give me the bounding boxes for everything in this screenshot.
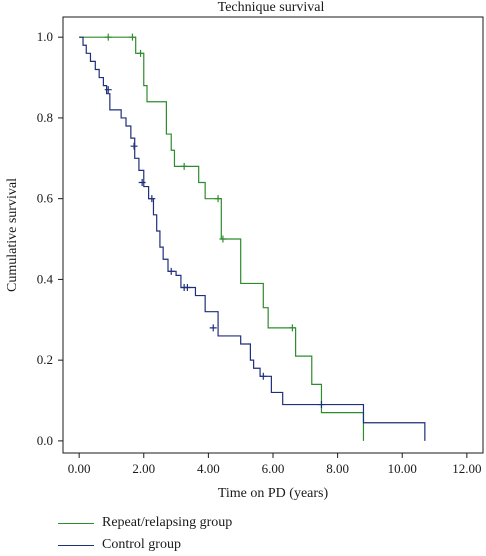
legend-swatch-control bbox=[58, 544, 94, 546]
x-tick-label: 2.00 bbox=[132, 461, 155, 476]
y-tick-label: 0.2 bbox=[37, 352, 53, 367]
x-tick-label: 0.00 bbox=[68, 461, 91, 476]
x-axis-ticks: 0.00 2.00 4.00 6.00 8.00 10.00 12.00 bbox=[68, 453, 481, 476]
y-tick-label: 0.6 bbox=[37, 191, 54, 206]
censor-mark-control-group bbox=[148, 195, 156, 203]
y-axis-ticks: 0.0 0.2 0.4 0.6 0.8 1.0 bbox=[37, 29, 63, 448]
x-tick-label: 4.00 bbox=[197, 461, 220, 476]
censor-mark-repeat-relapsing-group bbox=[219, 235, 227, 243]
censor-mark-repeat-relapsing-group bbox=[214, 195, 222, 203]
censor-mark-control-group bbox=[138, 179, 146, 187]
censor-mark-repeat-relapsing-group bbox=[104, 33, 112, 41]
censor-mark-repeat-relapsing-group bbox=[128, 33, 136, 41]
legend-item-control: Control group bbox=[58, 534, 232, 556]
survival-chart: Technique survival 0.0 0.2 0.4 0.6 0.8 1.0 0.… bbox=[5, 0, 484, 500]
censor-mark-control-group bbox=[104, 86, 112, 94]
x-tick-label: 10.00 bbox=[388, 461, 417, 476]
x-tick-label: 8.00 bbox=[326, 461, 349, 476]
survival-curves bbox=[79, 33, 426, 441]
plot-frame bbox=[62, 16, 484, 454]
legend-item-repeat-relapsing: Repeat/relapsing group bbox=[58, 512, 232, 534]
series-line-repeat-relapsing-group bbox=[79, 36, 365, 441]
legend-label-repeat-relapsing: Repeat/relapsing group bbox=[102, 515, 233, 530]
x-tick-label: 6.00 bbox=[262, 461, 285, 476]
censor-mark-repeat-relapsing-group bbox=[180, 162, 188, 170]
chart-title: Technique survival bbox=[218, 0, 325, 15]
censor-mark-repeat-relapsing-group bbox=[137, 49, 145, 57]
x-axis-title: Time on PD (years) bbox=[218, 486, 329, 500]
legend: Repeat/relapsing group Control group bbox=[58, 512, 232, 556]
censor-mark-control-group bbox=[130, 142, 138, 150]
censor-mark-repeat-relapsing-group bbox=[288, 324, 296, 332]
legend-label-control: Control group bbox=[102, 537, 181, 552]
y-axis-title: Cumulative survival bbox=[5, 178, 20, 292]
x-tick-label: 12.00 bbox=[452, 461, 481, 476]
censor-mark-control-group bbox=[259, 372, 267, 380]
legend-swatch-repeat-relapsing bbox=[58, 522, 94, 524]
y-tick-label: 0.4 bbox=[37, 271, 54, 286]
y-tick-label: 1.0 bbox=[37, 29, 53, 44]
y-tick-label: 0.0 bbox=[37, 433, 53, 448]
y-tick-label: 0.8 bbox=[37, 110, 53, 125]
censor-mark-control-group bbox=[183, 283, 191, 291]
censor-mark-control-group bbox=[167, 267, 175, 275]
censor-mark-control-group bbox=[209, 324, 217, 332]
censor-mark-control-group bbox=[317, 401, 325, 409]
series-line-control-group bbox=[79, 36, 426, 441]
